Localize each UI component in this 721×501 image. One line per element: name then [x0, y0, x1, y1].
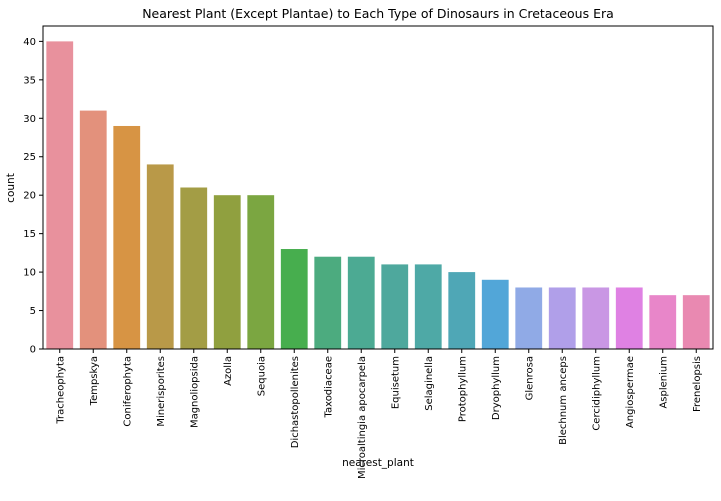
bar-0: [46, 41, 74, 349]
x-tick-label: Equisetum: [390, 356, 401, 409]
bar-1: [79, 110, 107, 349]
y-tick-label: 30: [23, 114, 36, 125]
y-tick-label: 0: [30, 345, 36, 356]
bars-group: [46, 41, 710, 349]
bar-7: [280, 249, 308, 349]
bar-6: [247, 195, 275, 349]
x-tick-label: Selaginella: [424, 356, 435, 411]
x-tick-label: Angiospermae: [625, 356, 636, 428]
y-tick-label: 20: [23, 191, 36, 202]
bar-19: [682, 295, 710, 349]
y-axis-label: count: [5, 173, 17, 203]
chart-title: Nearest Plant (Except Plantae) to Each T…: [142, 6, 614, 21]
x-tick-label: Tempskya: [89, 356, 100, 406]
y-tick-label: 25: [23, 152, 36, 163]
y-tick-label: 35: [23, 75, 36, 86]
x-tick-label: Coniferophyta: [122, 356, 133, 427]
x-tick-label: Sequoia: [256, 356, 267, 396]
bar-5: [213, 195, 241, 349]
x-tick-label: Blechnum anceps: [558, 356, 569, 445]
x-tick-label: Asplenium: [658, 356, 669, 409]
x-tick-label: Dryophyllum: [491, 356, 502, 420]
bar-9: [347, 256, 375, 349]
x-tick-label: Azolla: [223, 356, 234, 386]
x-tick-label: Microaltingia apocarpela: [357, 356, 368, 479]
bar-2: [113, 125, 141, 349]
bar-18: [649, 295, 677, 349]
y-tick-label: 5: [30, 306, 36, 317]
x-tick-label: Glenrosa: [524, 356, 535, 400]
bar-14: [515, 287, 543, 349]
bar-17: [615, 287, 643, 349]
x-tick-label: Minerisporites: [156, 356, 167, 427]
x-axis-label: nearest_plant: [342, 457, 414, 469]
y-tick-label: 40: [23, 37, 36, 48]
bar-10: [381, 264, 409, 349]
bar-12: [448, 272, 476, 349]
bar-8: [314, 256, 342, 349]
bar-16: [582, 287, 610, 349]
y-axis: 0 5 10 15 20 25 30 35 40: [23, 37, 43, 356]
x-tick-label: Cercidiphyllum: [591, 356, 602, 431]
x-tick-label: Frenelopsis: [692, 356, 703, 412]
x-tick-label: Taxodiaceae: [323, 356, 334, 419]
x-tick-label: Dichastopollenites: [290, 356, 301, 448]
x-axis: Tracheophyta Tempskya Coniferophyta Mineris…: [55, 349, 703, 479]
y-tick-label: 15: [23, 229, 36, 240]
x-tick-label: Magnoliopsida: [189, 356, 200, 428]
plot-frame: [42, 25, 714, 350]
bar-4: [180, 187, 208, 349]
bar-3: [146, 164, 174, 349]
bar-15: [548, 287, 576, 349]
bar-13: [481, 279, 509, 349]
y-tick-label: 10: [23, 268, 36, 279]
bar-11: [414, 264, 442, 349]
x-tick-label: Tracheophyta: [55, 356, 66, 425]
x-tick-label: Protophyllum: [457, 356, 468, 422]
